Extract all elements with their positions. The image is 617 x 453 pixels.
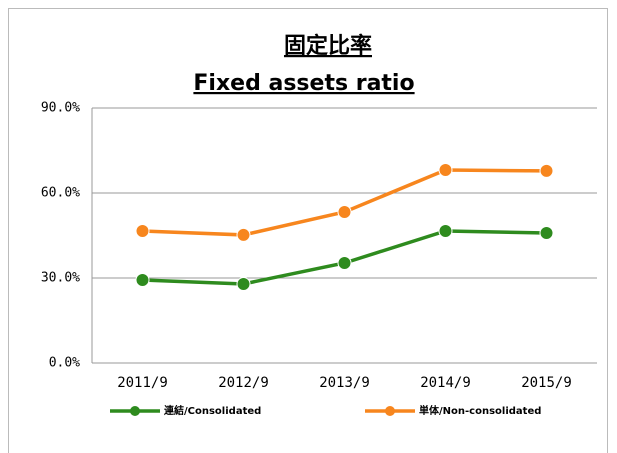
data-point [539, 225, 554, 240]
y-tick-label: 90.0% [41, 101, 80, 116]
y-tick-label: 0.0% [49, 356, 80, 371]
legend-label: 単体/Non-consolidated [419, 404, 541, 417]
legend-marker [385, 406, 395, 416]
y-tick-label: 30.0% [41, 271, 80, 286]
x-tick-label: 2012/9 [218, 375, 269, 391]
x-tick-label: 2015/9 [521, 375, 572, 391]
data-point [135, 223, 150, 238]
x-tick-label: 2011/9 [117, 375, 168, 391]
data-point [236, 276, 251, 291]
y-tick-label: 60.0% [41, 186, 80, 201]
x-tick-label: 2013/9 [319, 375, 370, 391]
legend-marker [130, 406, 140, 416]
chart-subtitle: Fixed assets ratio [193, 71, 414, 96]
data-point [337, 204, 352, 219]
data-point [539, 163, 554, 178]
data-point [236, 227, 251, 242]
data-point [337, 255, 352, 270]
data-point [438, 163, 453, 178]
x-tick-label: 2014/9 [420, 375, 471, 391]
legend-label: 連結/Consolidated [164, 404, 261, 417]
data-point [438, 223, 453, 238]
data-point [135, 272, 150, 287]
chart-title: 固定比率 [284, 33, 372, 59]
